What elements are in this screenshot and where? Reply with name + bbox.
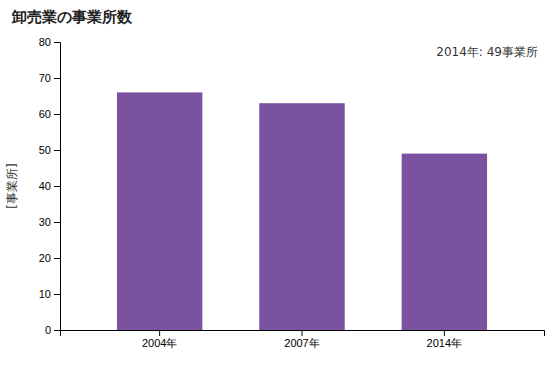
x-tick: 2014年 <box>427 330 462 349</box>
x-tick-mark <box>302 330 303 336</box>
y-tick-mark <box>54 294 60 295</box>
y-tick: 0 <box>45 324 60 336</box>
y-tick: 40 <box>39 180 60 192</box>
y-tick-label: 50 <box>39 144 51 156</box>
x-tick-mark <box>444 330 445 336</box>
chart-container: 0 10 20 30 40 50 60 70 80 2004年 2007年 2014年 [事業所] 卸売業… <box>0 0 560 366</box>
bar <box>259 103 344 330</box>
y-tick: 30 <box>39 216 60 228</box>
y-tick-label: 30 <box>39 216 51 228</box>
y-tick: 80 <box>39 36 60 48</box>
bar <box>117 92 202 330</box>
y-tick-label: 10 <box>39 288 51 300</box>
y-axis-title: [事業所] <box>5 163 19 208</box>
x-axis: 2004年 2007年 2014年 <box>61 330 545 349</box>
y-axis-line <box>54 43 61 331</box>
bar <box>402 154 487 330</box>
x-tick-mark <box>159 330 160 336</box>
y-tick-mark <box>54 258 60 259</box>
y-tick: 60 <box>39 108 60 120</box>
y-tick-mark <box>54 222 60 223</box>
y-tick-mark <box>54 330 60 331</box>
plot-area: 0 10 20 30 40 50 60 70 80 2004年 2007年 2014年 <box>39 36 545 349</box>
y-axis: 0 10 20 30 40 50 60 70 80 <box>39 36 61 336</box>
y-tick-label: 40 <box>39 180 51 192</box>
y-tick-label: 20 <box>39 252 51 264</box>
y-tick-mark <box>54 42 60 43</box>
chart-title: 卸売業の事業所数 <box>11 8 133 26</box>
x-tick-label: 2014年 <box>427 337 462 349</box>
y-tick-mark <box>54 186 60 187</box>
y-tick-mark <box>54 114 60 115</box>
chart-svg: 0 10 20 30 40 50 60 70 80 2004年 2007年 2014年 [事業所] 卸売業… <box>0 0 560 366</box>
bars <box>117 92 487 330</box>
x-tick: 2007年 <box>284 330 319 349</box>
y-tick-mark <box>54 78 60 79</box>
x-tick-label: 2004年 <box>142 337 177 349</box>
y-tick-label: 70 <box>39 72 51 84</box>
x-tick: 2004年 <box>142 330 177 349</box>
y-tick: 20 <box>39 252 60 264</box>
y-tick: 70 <box>39 72 60 84</box>
x-axis-line <box>61 331 545 337</box>
y-tick-label: 80 <box>39 36 51 48</box>
y-tick: 10 <box>39 288 60 300</box>
y-tick-label: 60 <box>39 108 51 120</box>
y-tick: 50 <box>39 144 60 156</box>
x-tick-label: 2007年 <box>284 337 319 349</box>
y-tick-label: 0 <box>45 324 51 336</box>
y-tick-mark <box>54 150 60 151</box>
annotation: 2014年: 49事業所 <box>436 45 538 59</box>
